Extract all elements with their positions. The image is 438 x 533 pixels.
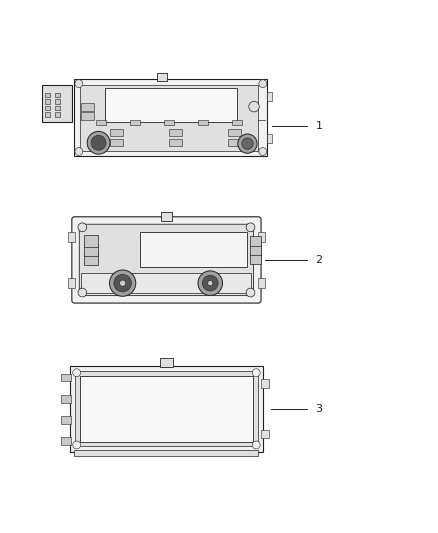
Bar <box>169 139 182 146</box>
Bar <box>55 99 60 103</box>
Bar <box>75 372 258 446</box>
Polygon shape <box>74 79 267 156</box>
Bar <box>258 232 265 242</box>
Bar <box>267 92 272 101</box>
Circle shape <box>75 80 83 87</box>
Bar <box>161 212 172 221</box>
Bar <box>157 72 167 80</box>
Circle shape <box>259 148 267 156</box>
Circle shape <box>73 369 81 377</box>
Bar <box>250 236 261 246</box>
Bar <box>131 120 140 125</box>
Bar <box>81 112 94 120</box>
Circle shape <box>120 280 126 286</box>
Circle shape <box>246 288 255 297</box>
Circle shape <box>246 223 255 232</box>
Bar <box>164 120 174 125</box>
Bar <box>45 93 50 97</box>
Circle shape <box>198 271 223 295</box>
Bar <box>61 374 71 382</box>
Circle shape <box>78 223 87 232</box>
Bar <box>250 253 261 264</box>
Circle shape <box>110 270 136 296</box>
Bar <box>232 120 242 125</box>
Circle shape <box>238 134 257 154</box>
Bar <box>61 437 71 445</box>
Bar <box>110 139 123 146</box>
Bar <box>140 232 247 266</box>
FancyBboxPatch shape <box>79 224 254 296</box>
Circle shape <box>73 441 81 449</box>
Bar <box>258 278 265 288</box>
Bar <box>70 366 263 451</box>
Bar <box>198 120 208 125</box>
Bar <box>261 430 269 439</box>
Circle shape <box>91 135 106 150</box>
Bar <box>160 358 173 367</box>
Bar <box>45 99 50 103</box>
Circle shape <box>242 138 253 149</box>
Bar <box>80 376 253 442</box>
Bar <box>105 88 237 122</box>
Bar <box>68 278 75 288</box>
Bar <box>80 85 258 151</box>
Circle shape <box>202 275 218 291</box>
Bar <box>45 106 50 110</box>
Circle shape <box>259 80 267 87</box>
Bar <box>81 103 94 111</box>
FancyBboxPatch shape <box>72 217 261 303</box>
Circle shape <box>87 131 110 154</box>
Bar <box>267 134 272 143</box>
Bar <box>68 232 75 242</box>
Circle shape <box>249 101 259 112</box>
Bar <box>228 139 241 146</box>
Bar <box>96 120 106 125</box>
Bar <box>169 129 182 136</box>
Bar <box>250 245 261 255</box>
Bar <box>228 129 241 136</box>
Bar <box>84 244 98 256</box>
Text: 3: 3 <box>315 404 322 414</box>
Bar <box>74 450 258 456</box>
Circle shape <box>252 441 260 449</box>
Bar <box>110 129 123 136</box>
Bar <box>84 235 98 247</box>
Bar <box>55 93 60 97</box>
Bar <box>81 273 251 294</box>
Circle shape <box>252 369 260 377</box>
Bar <box>261 379 269 388</box>
Circle shape <box>114 274 131 292</box>
Text: 1: 1 <box>315 122 322 131</box>
Circle shape <box>78 288 87 297</box>
Polygon shape <box>42 85 72 122</box>
Bar <box>55 112 60 117</box>
Bar <box>55 106 60 110</box>
Bar <box>84 252 98 264</box>
Bar <box>61 416 71 424</box>
Text: 2: 2 <box>315 255 322 265</box>
Bar <box>61 395 71 402</box>
Circle shape <box>75 148 83 156</box>
Circle shape <box>208 280 213 286</box>
Bar <box>45 112 50 117</box>
